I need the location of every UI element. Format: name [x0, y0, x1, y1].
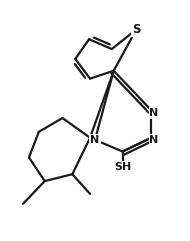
- Text: N: N: [150, 135, 159, 145]
- Text: SH: SH: [114, 162, 131, 172]
- Text: S: S: [132, 23, 141, 36]
- Text: N: N: [90, 135, 100, 145]
- Text: N: N: [150, 108, 159, 118]
